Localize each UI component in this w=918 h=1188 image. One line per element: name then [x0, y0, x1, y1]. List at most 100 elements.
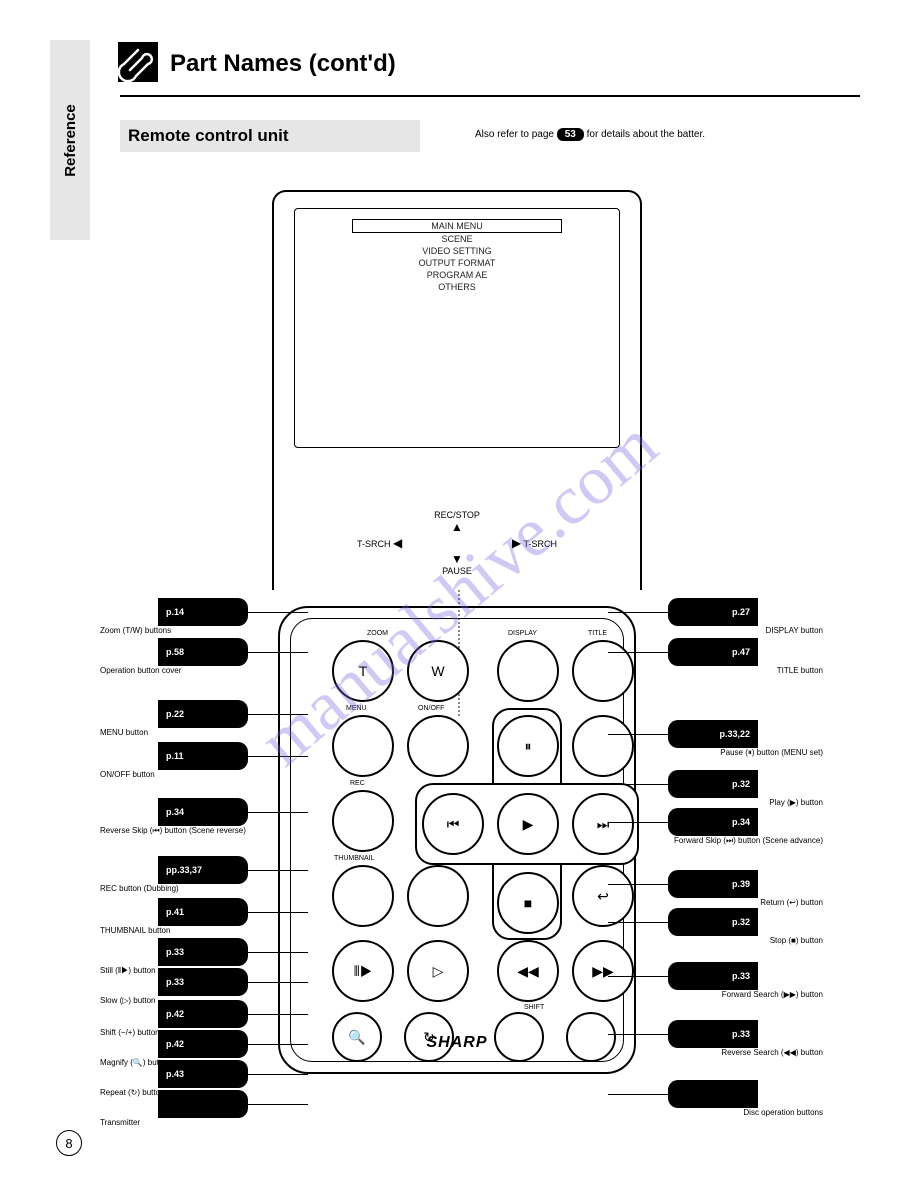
leader-line: [608, 976, 668, 977]
zoom-caption: ZOOM: [367, 630, 388, 637]
label-tab-left: p.41: [158, 898, 248, 926]
label-desc-right: Reverse Search (◀◀) button: [668, 1048, 823, 1058]
cross-left: T-SRCH ◀: [357, 536, 402, 550]
slow-button: ▷: [407, 940, 469, 1002]
leader-line: [608, 784, 668, 785]
stop-button: ■: [497, 872, 559, 934]
fwd-search-button: ▶▶: [572, 940, 634, 1002]
return-button: ↩: [572, 865, 634, 927]
refer-note: Also refer to page 53 for details about …: [475, 128, 705, 141]
leader-line: [608, 1034, 668, 1035]
label-tab-left: [158, 1090, 248, 1118]
leader-line: [608, 922, 668, 923]
label-tab-left: p.42: [158, 1030, 248, 1058]
menu-caption: MENU: [346, 705, 367, 712]
label-tab-right: p.33,22: [668, 720, 758, 748]
leader-line: [248, 756, 308, 757]
label-tab-right: p.34: [668, 808, 758, 836]
label-desc-right: TITLE button: [668, 666, 823, 676]
label-tab-left: p.33: [158, 968, 248, 996]
page-number: 8: [56, 1130, 82, 1156]
leader-line: [248, 812, 308, 813]
label-tab-left: p.34: [158, 798, 248, 826]
title-button: [572, 640, 634, 702]
label-desc-left: ON/OFF button: [100, 770, 255, 780]
still-button: ⦀▶: [332, 940, 394, 1002]
label-desc-left: REC button (Dubbing): [100, 884, 255, 894]
label-tab-right: [668, 1080, 758, 1108]
brand-logo: SHARP: [426, 1034, 487, 1052]
menu-item: SCENE: [352, 233, 562, 245]
label-desc-left: THUMBNAIL button: [100, 926, 255, 936]
label-desc-left: Operation button cover: [100, 666, 255, 676]
menu-title: MAIN MENU: [352, 219, 562, 233]
menu-item: OUTPUT FORMAT: [352, 257, 562, 269]
leader-line: [248, 912, 308, 913]
zoom-t-button: T: [332, 640, 394, 702]
label-tab-left: p.11: [158, 742, 248, 770]
leader-line: [248, 952, 308, 953]
label-desc-right: Forward Skip (⏭) button (Scene advance): [668, 836, 823, 846]
remote-diagram: T ZOOM W DISPLAY TITLE MENU ON/OFF ⏸ REC…: [272, 600, 642, 1080]
leader-line: [608, 822, 668, 823]
label-tab-right: p.33: [668, 962, 758, 990]
label-tab-left: pp.33,37: [158, 856, 248, 884]
label-desc-right: Disc operation buttons: [668, 1108, 823, 1118]
label-desc-right: Pause (⏸) button (MENU set): [668, 748, 823, 758]
display-caption: DISPLAY: [508, 630, 537, 637]
label-desc-right: Return (↩) button: [668, 898, 823, 908]
leader-line: [608, 734, 668, 735]
screen-inner: MAIN MENU SCENE VIDEO SETTING OUTPUT FOR…: [294, 208, 620, 448]
label-tab-right: p.32: [668, 770, 758, 798]
cross-down: ▼PAUSE: [357, 552, 557, 576]
play-button: ▶: [497, 793, 559, 855]
leader-line: [248, 1104, 308, 1105]
zoom-w-button: W: [407, 640, 469, 702]
label-desc-right: DISPLAY button: [668, 626, 823, 636]
label-tab-right: p.39: [668, 870, 758, 898]
page-title: Part Names (cont'd): [170, 50, 396, 78]
sidebar-label: Reference: [62, 104, 79, 177]
label-tab-left: p.33: [158, 938, 248, 966]
label-tab-left: p.42: [158, 1000, 248, 1028]
screen-cross-labels: REC/STOP▲ T-SRCH ◀ ▶ T-SRCH ▼PAUSE: [357, 508, 557, 578]
menu-item: OTHERS: [352, 281, 562, 293]
leader-line: [608, 1094, 668, 1095]
leader-line: [248, 612, 308, 613]
rev-search-button: ◀◀: [497, 940, 559, 1002]
leader-line: [248, 982, 308, 983]
clip-icon: [118, 42, 158, 82]
display-button: [497, 640, 559, 702]
onoff-button: [407, 715, 469, 777]
thumbnail-caption: THUMBNAIL: [334, 855, 374, 862]
rec-button: [332, 790, 394, 852]
menu-item: PROGRAM AE: [352, 269, 562, 281]
refer-page-badge: 53: [557, 128, 584, 141]
screen-menu: MAIN MENU SCENE VIDEO SETTING OUTPUT FOR…: [352, 219, 562, 293]
shift-minus-button: [494, 1012, 544, 1062]
rev-skip-button: ⏮: [422, 793, 484, 855]
leader-line: [248, 870, 308, 871]
label-desc-right: Play (▶) button: [668, 798, 823, 808]
leader-line: [608, 884, 668, 885]
pause-button: ⏸: [497, 715, 559, 777]
label-tab-right: p.27: [668, 598, 758, 626]
menu-button: [332, 715, 394, 777]
label-desc-left: Transmitter: [100, 1118, 255, 1128]
leader-line: [608, 652, 668, 653]
menu-item: VIDEO SETTING: [352, 245, 562, 257]
label-tab-left: p.14: [158, 598, 248, 626]
shift-caption: SHIFT: [524, 1004, 544, 1011]
leader-line: [248, 714, 308, 715]
shift-plus-button: [566, 1012, 616, 1062]
refer-prefix: Also refer to page: [475, 129, 554, 140]
label-desc-right: Stop (■) button: [668, 936, 823, 946]
label-tab-left: p.43: [158, 1060, 248, 1088]
leader-line: [248, 652, 308, 653]
label-tab-left: p.58: [158, 638, 248, 666]
lcd-screen-diagram: MAIN MENU SCENE VIDEO SETTING OUTPUT FOR…: [272, 190, 642, 590]
title-caption: TITLE: [588, 630, 607, 637]
sidebar-tab: Reference: [50, 40, 90, 240]
leader-line: [248, 1014, 308, 1015]
leader-line: [608, 612, 668, 613]
